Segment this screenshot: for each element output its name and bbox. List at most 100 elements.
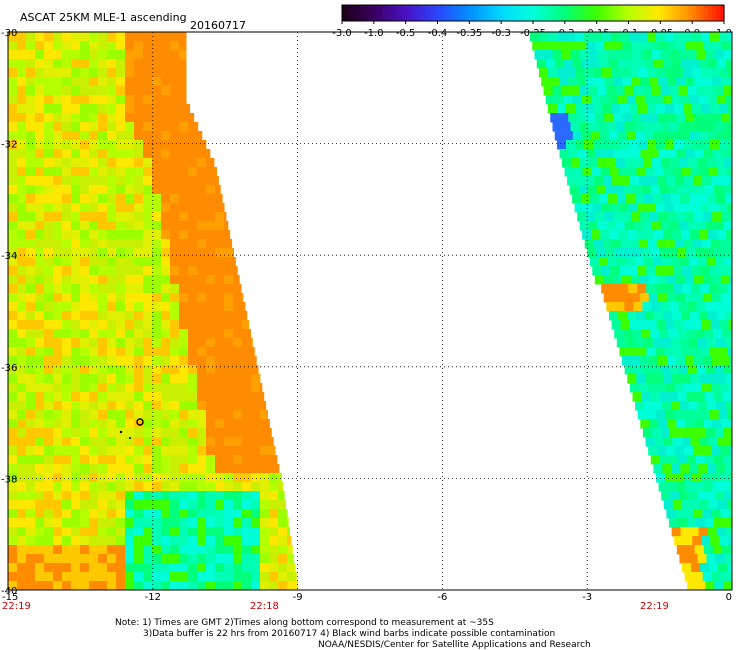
swath-cell	[152, 374, 162, 384]
colorbar-segment	[509, 5, 514, 21]
swath-cell	[134, 248, 144, 258]
swath-cell	[206, 293, 216, 303]
swath-cell	[188, 122, 198, 132]
swath-cell	[152, 86, 162, 96]
swath-cell	[44, 428, 54, 438]
swath-cell	[668, 392, 678, 402]
swath-cell	[725, 464, 732, 474]
swath-cell	[693, 509, 703, 519]
swath-cell	[161, 437, 171, 447]
swath-cell	[617, 131, 628, 141]
swath-cell	[287, 563, 296, 573]
swath-cell	[152, 59, 162, 69]
swath-cell	[170, 473, 180, 483]
swath-cell	[656, 104, 666, 114]
swath-cell	[161, 320, 171, 330]
swath-cell	[597, 122, 607, 132]
swath-cell	[125, 410, 135, 420]
swath-cell	[695, 185, 706, 195]
swath-cell	[179, 329, 189, 339]
swath-cell	[653, 401, 663, 411]
swath-cell	[53, 275, 63, 285]
swath-cell	[107, 68, 117, 78]
swath-cell	[215, 248, 225, 258]
swath-cell	[635, 194, 645, 204]
swath-cell	[215, 221, 225, 231]
swath-cell	[44, 383, 54, 393]
credit-line: NOAA/NESDIS/Center for Satellite Applica…	[318, 640, 591, 650]
swath-cell	[80, 293, 90, 303]
swath-cell	[719, 383, 730, 393]
swath-cell	[53, 266, 63, 276]
swath-cell	[8, 536, 18, 546]
swath-cell	[701, 140, 711, 150]
swath-cell	[80, 275, 90, 285]
swath-cell	[714, 365, 725, 375]
swath-cell	[251, 410, 261, 420]
swath-cell	[720, 509, 730, 519]
swath-cell	[224, 239, 233, 249]
swath-cell	[615, 86, 625, 96]
swath-cell	[670, 338, 681, 348]
swath-cell	[730, 113, 732, 123]
swath-cell	[26, 545, 36, 555]
swath-cell	[278, 563, 288, 573]
swath-cell	[699, 500, 710, 510]
swath-cell	[62, 473, 72, 483]
swath-cell	[563, 131, 574, 141]
swath-cell	[179, 482, 189, 492]
swath-cell	[595, 41, 605, 51]
colorbar-segment	[604, 5, 610, 21]
swath-cell	[242, 311, 248, 321]
swath-cell	[616, 338, 627, 348]
swath-cell	[251, 509, 261, 519]
swath-cell	[98, 536, 108, 546]
swath-cell	[71, 32, 81, 42]
y-tick-label: -40	[1, 586, 17, 597]
swath-cell	[588, 86, 598, 96]
swath-cell	[26, 158, 36, 168]
swath-cell	[278, 500, 286, 510]
swath-cell	[603, 293, 614, 303]
swath-cell	[62, 149, 72, 159]
swath-cell	[628, 347, 638, 357]
swath-cell	[197, 383, 207, 393]
swath-cell	[62, 32, 72, 42]
swath-cell	[8, 491, 18, 501]
swath-cell	[712, 482, 723, 492]
swath-cell	[569, 185, 580, 195]
swath-cell	[152, 95, 162, 105]
swath-cell	[684, 275, 695, 285]
swath-cell	[215, 455, 225, 465]
swath-cell	[661, 491, 671, 501]
swath-cell	[557, 32, 567, 42]
swath-cell	[242, 347, 252, 357]
swath-cell	[179, 149, 189, 159]
swath-cell	[179, 212, 189, 222]
swath-cell	[134, 32, 144, 42]
swath-cell	[705, 50, 715, 60]
swath-cell	[619, 266, 629, 276]
swath-cell	[566, 32, 576, 42]
swath-cell	[663, 437, 674, 447]
swath-cell	[621, 275, 632, 285]
swath-cell	[170, 239, 180, 249]
swath-cell	[98, 68, 108, 78]
swath-cell	[215, 572, 225, 582]
swath-cell	[296, 572, 297, 582]
swath-cell	[625, 257, 636, 267]
swath-cell	[116, 131, 126, 141]
swath-cell	[725, 527, 732, 537]
swath-cell	[35, 68, 45, 78]
swath-cell	[98, 230, 108, 240]
swath-cell	[543, 86, 553, 96]
swath-cell	[206, 464, 216, 474]
swath-cell	[26, 455, 36, 465]
swath-cell	[80, 401, 90, 411]
swath-cell	[630, 275, 641, 285]
swath-cell	[572, 194, 582, 204]
swath-cell	[62, 419, 72, 429]
swath-cell	[709, 473, 720, 483]
swath-cell	[71, 41, 81, 51]
swath-cell	[179, 545, 189, 555]
